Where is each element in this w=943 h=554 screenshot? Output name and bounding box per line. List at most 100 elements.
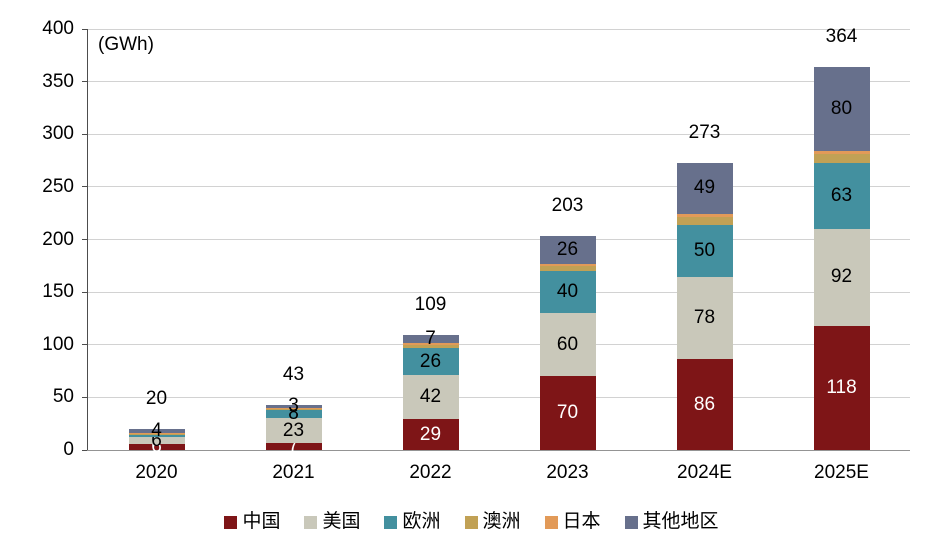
- y-tick-label: 250: [42, 175, 74, 197]
- y-axis: [87, 29, 88, 450]
- legend-swatch-china: [224, 515, 238, 529]
- legend-label-china: 中国: [242, 511, 281, 532]
- bar-segment-japan: [265, 407, 322, 409]
- y-axis-tick: [82, 186, 88, 188]
- bar-segment-japan: [676, 214, 733, 218]
- legend-swatch-usa: [304, 515, 318, 529]
- y-tick-label: 400: [42, 18, 74, 39]
- bar-segment-europe: [128, 435, 185, 438]
- total-label: 43: [282, 363, 305, 385]
- segment-label-others: 80: [830, 97, 853, 119]
- y-tick-label: 300: [42, 123, 74, 145]
- legend-item-others: 其他地区: [624, 510, 719, 534]
- gridline: [88, 291, 910, 293]
- gridline: [88, 186, 910, 188]
- y-tick-label: 150: [42, 281, 74, 303]
- bar-segment-others: [539, 236, 596, 264]
- legend-swatch-europe: [384, 515, 398, 529]
- y-tick-label: 350: [42, 70, 74, 92]
- legend-item-europe: 欧洲: [384, 510, 441, 534]
- bar-segment-europe: [402, 347, 459, 376]
- y-axis-tick: [82, 291, 88, 293]
- unit-label: (GWh): [98, 34, 154, 55]
- total-label: 109: [414, 294, 447, 316]
- gridline: [88, 344, 910, 346]
- legend-label-europe: 欧洲: [402, 511, 441, 532]
- legend-label-others: 其他地区: [642, 511, 719, 532]
- legend-swatch-others: [624, 515, 638, 529]
- bar-segment-europe: [813, 162, 870, 229]
- total-label: 273: [688, 121, 721, 143]
- legend-label-australia: 澳洲: [482, 511, 521, 532]
- bar-segment-china: [265, 442, 322, 450]
- x-tick-label: 2024E: [677, 462, 732, 483]
- bar-segment-usa: [128, 437, 185, 444]
- x-tick-label: 2023: [546, 462, 589, 483]
- bar-segment-europe: [676, 224, 733, 278]
- bar-segment-others: [402, 335, 459, 343]
- segment-label-others: 7: [425, 327, 436, 349]
- bar-segment-japan: [402, 342, 459, 345]
- segment-label-europe: 40: [556, 281, 579, 303]
- x-tick-label: 2020: [135, 462, 178, 483]
- segment-label-europe: 26: [419, 350, 442, 372]
- legend-item-china: 中国: [224, 510, 280, 534]
- segment-label-others: 3: [288, 395, 299, 417]
- segment-label-europe: 63: [830, 184, 853, 206]
- bar-segment-australia: [402, 344, 459, 348]
- y-axis-tick: [82, 396, 88, 398]
- legend-swatch-australia: [464, 515, 478, 529]
- bar-segment-china: [128, 443, 185, 450]
- bar-segment-europe: [265, 410, 322, 419]
- bar-segment-australia: [265, 408, 322, 410]
- y-axis-tick: [82, 133, 88, 135]
- bar-segment-australia: [128, 434, 185, 436]
- segment-label-china: 7: [288, 435, 299, 457]
- y-axis-tick: [82, 28, 88, 30]
- y-axis-tick: [82, 239, 88, 240]
- total-label: 20: [145, 387, 168, 409]
- bar-segment-others: [128, 428, 185, 434]
- y-axis-tick: [82, 81, 88, 83]
- bar-segment-others: [676, 162, 733, 215]
- bar-segment-china: [539, 376, 596, 450]
- segment-label-usa: 78: [693, 307, 716, 329]
- y-tick-label: 0: [63, 439, 74, 460]
- bar-segment-usa: [402, 375, 459, 420]
- gridline: [88, 81, 910, 83]
- bar-segment-usa: [265, 418, 322, 443]
- segment-label-others: 26: [556, 239, 579, 261]
- legend-label-japan: 日本: [562, 511, 601, 532]
- bar-segment-japan: [539, 263, 596, 266]
- legend-item-japan: 日本: [544, 510, 601, 534]
- segment-label-usa: 6: [151, 429, 162, 451]
- bar-segment-others: [265, 404, 322, 408]
- y-axis-tick: [82, 449, 88, 451]
- x-tick-label: 2025E: [814, 462, 869, 483]
- x-tick-label: 2022: [409, 462, 452, 483]
- bar-segment-usa: [813, 228, 870, 326]
- segment-label-others: 49: [693, 177, 716, 199]
- y-tick-label: 100: [42, 333, 74, 355]
- legend-swatch-japan: [544, 515, 558, 529]
- gridline: [88, 28, 910, 30]
- segment-label-china: 6: [151, 435, 162, 457]
- segment-label-europe: 50: [693, 240, 716, 262]
- total-label: 364: [825, 25, 858, 47]
- segment-label-china: 86: [693, 393, 716, 415]
- segment-label-usa: 42: [419, 386, 442, 408]
- x-tick-label: 2021: [272, 462, 315, 483]
- segment-label-china: 118: [826, 376, 857, 398]
- bar-segment-others: [813, 66, 870, 152]
- segment-label-others: 4: [151, 420, 162, 442]
- x-axis: [87, 450, 910, 451]
- bar-segment-china: [676, 359, 733, 450]
- bar-segment-australia: [813, 154, 870, 163]
- bar-segment-usa: [539, 313, 596, 377]
- segment-label-china: 29: [419, 423, 442, 445]
- total-label: 203: [551, 195, 584, 217]
- bar-segment-japan: [813, 151, 870, 155]
- gridline: [88, 396, 910, 398]
- bar-segment-china: [813, 325, 870, 450]
